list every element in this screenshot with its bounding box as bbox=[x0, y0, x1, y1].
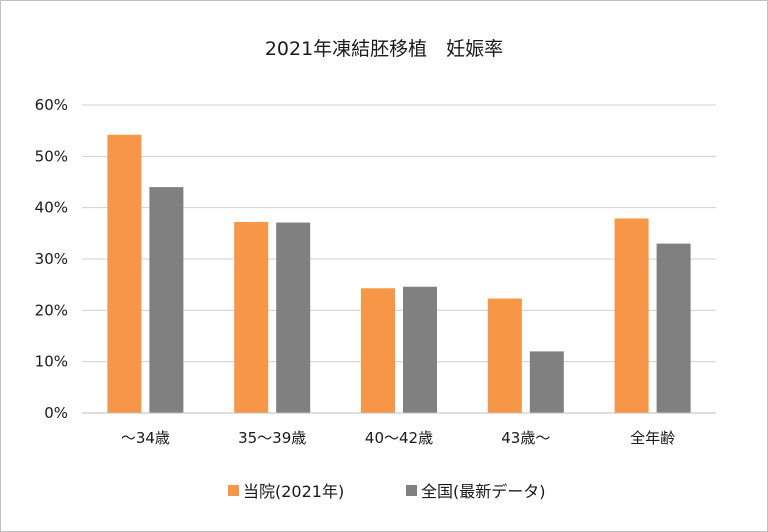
y-axis-ticks: 0% 10% 20% 30% 40% 50% 60% bbox=[35, 96, 68, 422]
y-tick-label: 60% bbox=[35, 96, 68, 114]
x-axis-categories: ～34歳 35～39歳 40～42歳 43歳～ 全年齢 bbox=[121, 429, 675, 447]
x-category-label: 40～42歳 bbox=[365, 429, 433, 447]
legend-label: 全国(最新データ) bbox=[421, 482, 546, 501]
y-tick-label: 20% bbox=[35, 301, 68, 319]
y-tick-label: 0% bbox=[44, 404, 68, 422]
x-category-label: 43歳～ bbox=[501, 429, 550, 447]
bar-clinic bbox=[361, 288, 395, 413]
x-category-label: ～34歳 bbox=[121, 429, 170, 447]
bar-national bbox=[529, 351, 564, 413]
y-tick-label: 10% bbox=[35, 353, 68, 371]
bar-national bbox=[149, 187, 184, 413]
x-category-label: 全年齢 bbox=[630, 429, 675, 447]
legend: 当院(2021年) 全国(最新データ) bbox=[228, 482, 546, 501]
bar-national bbox=[403, 286, 437, 413]
bar-national bbox=[276, 222, 311, 413]
legend-swatch bbox=[406, 485, 417, 496]
bars bbox=[107, 134, 691, 414]
bar-national bbox=[656, 243, 691, 413]
bar-clinic bbox=[487, 298, 522, 413]
bar-clinic bbox=[107, 134, 142, 414]
gridlines bbox=[82, 104, 716, 363]
legend-label: 当院(2021年) bbox=[243, 482, 344, 501]
y-tick-label: 50% bbox=[35, 147, 68, 165]
bar-clinic bbox=[614, 218, 649, 413]
bar-clinic bbox=[234, 222, 269, 413]
legend-swatch bbox=[228, 485, 239, 496]
y-tick-label: 30% bbox=[35, 250, 68, 268]
x-category-label: 35～39歳 bbox=[238, 429, 306, 447]
chart-title: 2021年凍結胚移植 妊娠率 bbox=[265, 38, 503, 60]
y-tick-label: 40% bbox=[35, 199, 68, 217]
